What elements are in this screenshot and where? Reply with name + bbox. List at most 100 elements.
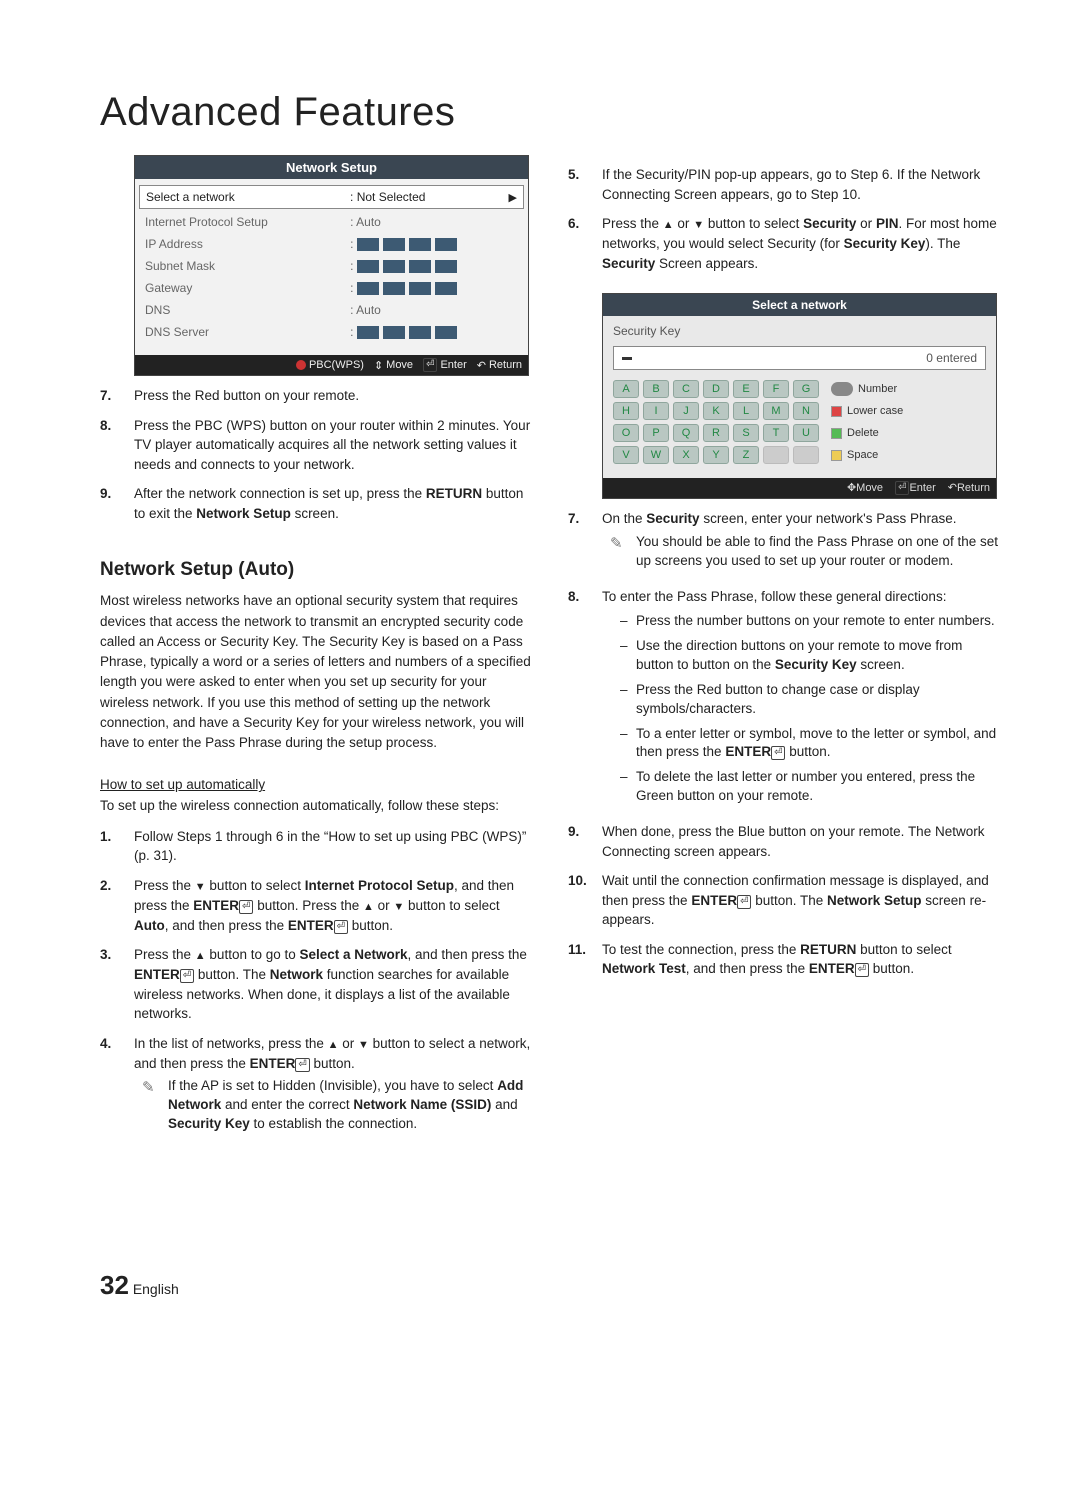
network-row-label: Select a network xyxy=(146,190,350,204)
section-para-auto: Most wireless networks have an optional … xyxy=(100,591,532,753)
step-item: Press the PBC (WPS) button on your route… xyxy=(100,416,532,485)
page-title: Advanced Features xyxy=(100,90,1000,135)
select-network-title: Select a network xyxy=(603,294,996,316)
network-row: DNS: Auto xyxy=(145,299,518,321)
key-n[interactable]: N xyxy=(793,402,819,420)
keyboard-row: ABCDEFG Number xyxy=(613,380,986,398)
key-blank xyxy=(793,446,819,464)
footer2-enter: ⏎Enter xyxy=(895,481,936,495)
step-note: If the AP is set to Hidden (Invisible), … xyxy=(142,1073,532,1140)
keyboard-legend: Number xyxy=(831,382,897,396)
key-k[interactable]: K xyxy=(703,402,729,420)
network-row-value: : xyxy=(350,259,518,273)
step-item: In the list of networks, press the or bu… xyxy=(100,1034,532,1150)
step-subitem: To a enter letter or symbol, move to the… xyxy=(620,725,1000,769)
key-z[interactable]: Z xyxy=(733,446,759,464)
key-c[interactable]: C xyxy=(673,380,699,398)
step-item: If the Security/PIN pop-up appears, go t… xyxy=(568,165,1000,214)
footer2-move: ✥Move xyxy=(847,481,883,495)
step-subitem: Use the direction buttons on your remote… xyxy=(620,637,1000,681)
keyboard-legend: Delete xyxy=(831,427,879,439)
key-y[interactable]: Y xyxy=(703,446,729,464)
key-blank xyxy=(763,446,789,464)
key-w[interactable]: W xyxy=(643,446,669,464)
network-row-value: : xyxy=(350,325,518,339)
select-network-panel: Select a network Security Key 0 entered … xyxy=(602,293,997,499)
network-row-label: DNS Server xyxy=(145,325,350,339)
subhead-auto: How to set up automatically xyxy=(100,777,265,792)
key-o[interactable]: O xyxy=(613,424,639,442)
key-v[interactable]: V xyxy=(613,446,639,464)
network-row-value: : Auto xyxy=(350,215,518,229)
step-item: Press the Red button on your remote. xyxy=(100,386,532,416)
step-item: Press the or button to select Security o… xyxy=(568,214,1000,283)
key-i[interactable]: I xyxy=(643,402,669,420)
key-q[interactable]: Q xyxy=(673,424,699,442)
security-key-label: Security Key xyxy=(613,324,986,338)
key-p[interactable]: P xyxy=(643,424,669,442)
entered-count: 0 entered xyxy=(926,351,977,365)
network-row-label: IP Address xyxy=(145,237,350,251)
step-item: To test the connection, press the RETURN… xyxy=(568,940,1000,989)
network-row: Gateway: xyxy=(145,277,518,299)
security-key-input[interactable]: 0 entered xyxy=(613,346,986,370)
network-row-label: DNS xyxy=(145,303,350,317)
key-r[interactable]: R xyxy=(703,424,729,442)
left-column: Network Setup Select a network: Not Sele… xyxy=(100,155,532,1150)
left-steps-a: Press the Red button on your remote.Pres… xyxy=(100,386,532,533)
chevron-right-icon: ▶ xyxy=(509,191,517,204)
step-item: On the Security screen, enter your netwo… xyxy=(568,509,1000,586)
step-item: Press the button to select Internet Prot… xyxy=(100,876,532,945)
step-item: Follow Steps 1 through 6 in the “How to … xyxy=(100,827,532,876)
key-s[interactable]: S xyxy=(733,424,759,442)
network-row: DNS Server: xyxy=(145,321,518,343)
key-t[interactable]: T xyxy=(763,424,789,442)
key-j[interactable]: J xyxy=(673,402,699,420)
step-item: Press the button to go to Select a Netwo… xyxy=(100,945,532,1034)
footer-move: ⇕Move xyxy=(374,358,413,372)
sub-para-auto: To set up the wireless connection automa… xyxy=(100,796,532,816)
key-a[interactable]: A xyxy=(613,380,639,398)
key-g[interactable]: G xyxy=(793,380,819,398)
footer2-return: ↶Return xyxy=(948,481,990,495)
key-l[interactable]: L xyxy=(733,402,759,420)
step-item: To enter the Pass Phrase, follow these g… xyxy=(568,587,1000,823)
network-row-value: : xyxy=(350,237,518,251)
network-row-label: Gateway xyxy=(145,281,350,295)
step-item: After the network connection is set up, … xyxy=(100,484,532,533)
network-setup-title: Network Setup xyxy=(135,156,528,179)
network-row-value: : Not Selected xyxy=(350,190,508,204)
network-row-value: : xyxy=(350,281,518,295)
page-number: 32 English xyxy=(100,1270,1000,1301)
key-d[interactable]: D xyxy=(703,380,729,398)
left-steps-b: Follow Steps 1 through 6 in the “How to … xyxy=(100,827,532,1150)
keyboard-row: HIJKLMN Lower case xyxy=(613,402,986,420)
network-row-label: Subnet Mask xyxy=(145,259,350,273)
footer-pbc: PBC(WPS) xyxy=(296,358,364,372)
network-row-label: Internet Protocol Setup xyxy=(145,215,350,229)
right-column: If the Security/PIN pop-up appears, go t… xyxy=(568,155,1000,1150)
key-f[interactable]: F xyxy=(763,380,789,398)
step-item: When done, press the Blue button on your… xyxy=(568,822,1000,871)
key-m[interactable]: M xyxy=(763,402,789,420)
right-steps-a: If the Security/PIN pop-up appears, go t… xyxy=(568,165,1000,283)
key-h[interactable]: H xyxy=(613,402,639,420)
key-x[interactable]: X xyxy=(673,446,699,464)
keyboard-row: VWXYZ Space xyxy=(613,446,986,464)
footer-return: ↶Return xyxy=(477,358,522,372)
network-setup-panel: Network Setup Select a network: Not Sele… xyxy=(134,155,529,376)
keyboard-row: OPQRSTU Delete xyxy=(613,424,986,442)
section-title-auto: Network Setup (Auto) xyxy=(100,559,532,581)
footer-enter: ⏎Enter xyxy=(423,358,467,372)
network-row: Internet Protocol Setup: Auto xyxy=(145,211,518,233)
step-note: You should be able to find the Pass Phra… xyxy=(610,529,1000,577)
key-e[interactable]: E xyxy=(733,380,759,398)
network-row: IP Address: xyxy=(145,233,518,255)
network-row-value: : Auto xyxy=(350,303,518,317)
network-row[interactable]: Select a network: Not Selected▶ xyxy=(139,185,524,209)
step-subitem: Press the Red button to change case or d… xyxy=(620,681,1000,725)
key-b[interactable]: B xyxy=(643,380,669,398)
step-subitem: Press the number buttons on your remote … xyxy=(620,612,1000,637)
key-u[interactable]: U xyxy=(793,424,819,442)
keyboard-legend: Lower case xyxy=(831,405,903,417)
